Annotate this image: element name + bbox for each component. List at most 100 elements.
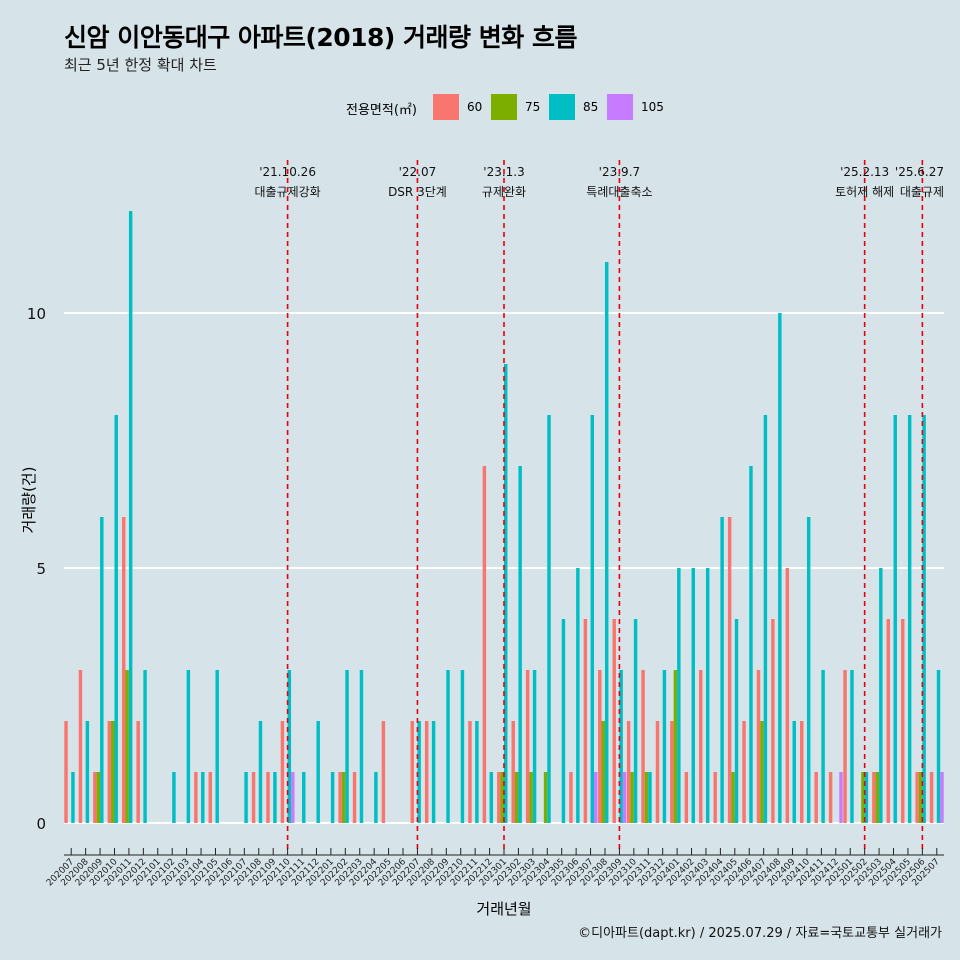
bar-105-202110 bbox=[291, 772, 295, 823]
bar-75-202301 bbox=[500, 772, 504, 823]
bar-60-202008 bbox=[78, 670, 83, 823]
bar-85-202105 bbox=[215, 670, 219, 823]
bar-60-202412 bbox=[828, 772, 833, 823]
legend-key-85 bbox=[549, 94, 575, 120]
bar-60-202503 bbox=[872, 772, 876, 823]
bar-85-202107 bbox=[244, 772, 248, 823]
bar-60-202307 bbox=[583, 619, 588, 823]
bar-75-202304 bbox=[543, 772, 548, 823]
bar-85-202204 bbox=[374, 772, 378, 823]
bar-75-202503 bbox=[875, 772, 880, 823]
bar-85-202409 bbox=[792, 721, 796, 823]
bar-85-202501 bbox=[850, 670, 854, 823]
y-tick-label-5: 5 bbox=[36, 560, 46, 578]
bar-85-202012 bbox=[143, 670, 147, 823]
bar-85-202209 bbox=[446, 670, 450, 823]
event-label-0: 대출규제강화 bbox=[254, 185, 320, 199]
bar-75-202506 bbox=[918, 772, 923, 823]
bar-85-202110 bbox=[287, 670, 292, 823]
bar-60-202105 bbox=[208, 772, 213, 823]
event-date-3: '23.9.7 bbox=[599, 165, 640, 179]
bar-85-202108 bbox=[258, 721, 263, 823]
bar-85-202212 bbox=[489, 772, 494, 823]
bar-60-202312 bbox=[655, 721, 660, 823]
event-date-0: '21.10.26 bbox=[259, 165, 316, 179]
event-annotations: '21.10.26 대출규제강화 '22.07 DSR 3단계 '23.1.3 규제완화 '… bbox=[254, 160, 944, 850]
bar-85-202506 bbox=[922, 415, 926, 823]
y-tick-label-0: 0 bbox=[36, 815, 46, 833]
bar-85-202411 bbox=[821, 670, 825, 823]
bar-85-202403 bbox=[705, 568, 710, 823]
bar-85-202405 bbox=[734, 619, 739, 823]
bar-85-202410 bbox=[806, 517, 811, 823]
bar-85-202306 bbox=[576, 568, 580, 823]
bar-85-202201 bbox=[330, 772, 335, 823]
bar-60-202009 bbox=[93, 772, 97, 823]
bar-85-202502 bbox=[864, 772, 869, 823]
bar-105-202412 bbox=[839, 772, 843, 823]
bar-75-202010 bbox=[111, 721, 115, 823]
bar-60-202205 bbox=[381, 721, 386, 823]
legend-key-60 bbox=[433, 94, 459, 120]
bar-85-202302 bbox=[518, 466, 522, 823]
bar-60-202203 bbox=[352, 772, 357, 823]
legend-key-75 bbox=[491, 94, 517, 120]
bar-85-202310 bbox=[633, 619, 638, 823]
bar-60-202303 bbox=[525, 670, 530, 823]
legend: 전용면적(㎡) 60 75 85 105 bbox=[0, 92, 960, 124]
bar-85-202010 bbox=[114, 415, 118, 823]
bar-60-202202 bbox=[338, 772, 342, 823]
bar-85-202311 bbox=[648, 772, 652, 823]
bar-85-202103 bbox=[186, 670, 191, 823]
bar-85-202507 bbox=[936, 670, 941, 823]
bar-60-202311 bbox=[641, 670, 645, 823]
bar-85-202404 bbox=[720, 517, 724, 823]
bar-60-202301 bbox=[497, 772, 501, 823]
bar-105-202307 bbox=[594, 772, 598, 823]
bar-60-202507 bbox=[929, 772, 934, 823]
bar-85-202008 bbox=[85, 721, 90, 823]
bar-85-202402 bbox=[691, 568, 696, 823]
bar-85-202407 bbox=[763, 415, 768, 823]
bar-85-202112 bbox=[316, 721, 320, 823]
bar-60-202403 bbox=[699, 670, 703, 823]
bar-60-202010 bbox=[107, 721, 112, 823]
legend-label-75: 75 bbox=[525, 100, 541, 114]
event-date-2: '23.1.3 bbox=[483, 165, 524, 179]
bar-85-202109 bbox=[273, 772, 277, 823]
bar-85-202301 bbox=[504, 364, 508, 823]
chart-subtitle: 최근 5년 한정 확대 차트 bbox=[64, 56, 217, 74]
bar-85-202007 bbox=[71, 772, 75, 823]
bar-75-202302 bbox=[514, 772, 519, 823]
bar-85-202208 bbox=[431, 721, 436, 823]
bar-85-202211 bbox=[475, 721, 479, 823]
bar-85-202408 bbox=[778, 313, 782, 823]
legend-label-60: 60 bbox=[467, 100, 483, 114]
bar-85-202102 bbox=[172, 772, 176, 823]
bar-75-202310 bbox=[630, 772, 634, 823]
bar-60-202012 bbox=[136, 721, 140, 823]
bar-60-202410 bbox=[800, 721, 804, 823]
bar-60-202007 bbox=[64, 721, 68, 823]
bar-75-202308 bbox=[601, 721, 605, 823]
bar-75-202407 bbox=[760, 721, 764, 823]
bar-60-202505 bbox=[901, 619, 905, 823]
event-date-1: '22.07 bbox=[399, 165, 437, 179]
bar-60-202401 bbox=[670, 721, 674, 823]
bar-60-202212 bbox=[482, 466, 487, 823]
bar-75-202303 bbox=[529, 772, 533, 823]
bar-85-202505 bbox=[907, 415, 912, 823]
event-label-3: 특례대출축소 bbox=[586, 185, 652, 199]
chart-title: 신암 이안동대구 아파트(2018) 거래량 변화 흐름 bbox=[64, 23, 577, 52]
legend-title: 전용면적(㎡) bbox=[346, 103, 417, 118]
bar-60-202011 bbox=[121, 517, 126, 823]
bar-85-202011 bbox=[128, 211, 133, 823]
bar-85-202504 bbox=[893, 415, 897, 823]
bar-85-202305 bbox=[561, 619, 566, 823]
x-axis: 2020072020082020092020102020112020122021… bbox=[45, 848, 944, 888]
bar-85-202210 bbox=[460, 670, 465, 823]
bar-60-202404 bbox=[713, 772, 717, 823]
event-label-1: DSR 3단계 bbox=[388, 185, 447, 199]
bar-105-202309 bbox=[622, 772, 627, 823]
bar-85-202304 bbox=[547, 415, 551, 823]
